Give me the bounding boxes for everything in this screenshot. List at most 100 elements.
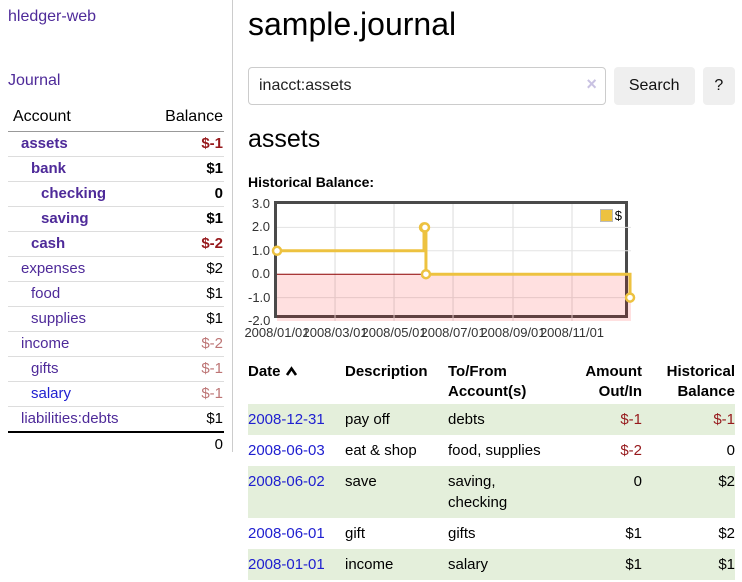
account-link-gifts[interactable]: gifts	[31, 360, 59, 377]
transaction-accounts: debts	[448, 411, 485, 428]
register-header-description: Description	[345, 363, 428, 380]
transaction-description: pay off	[345, 411, 390, 428]
register-date-link[interactable]: 2008-06-02	[248, 473, 325, 490]
account-link-supplies[interactable]: supplies	[31, 310, 87, 327]
register-header-amount: Amount Out/In	[585, 363, 642, 400]
page-title: sample.journal	[248, 6, 457, 42]
register-header-accounts: To/From Account(s)	[448, 363, 527, 400]
app-brand-link[interactable]: hledger-web	[8, 8, 97, 25]
transaction-row: 2008-01-01 income salary $1 $1	[248, 549, 735, 580]
y-axis-tick-label: 1.0	[251, 242, 270, 258]
sidebar-item-journal[interactable]: Journal	[8, 72, 61, 89]
account-link-checking[interactable]: checking	[41, 185, 107, 202]
main-content: sample.journal × Search ? assets Histori…	[244, 0, 735, 580]
account-link-bank[interactable]: bank	[31, 160, 67, 177]
transaction-description: income	[345, 556, 394, 573]
register-table: Date Description To/From Account(s) Amou…	[248, 360, 735, 580]
x-axis-tick-label: 2008/03/01	[302, 325, 368, 340]
transaction-row: 2008-06-02 save saving, checking 0 $2	[248, 466, 735, 518]
transaction-amount: $-2	[620, 442, 642, 459]
y-axis-tick-label: 0.0	[251, 266, 270, 282]
account-balance: $-1	[144, 381, 224, 407]
account-balance: $-1	[144, 131, 224, 157]
legend-swatch-icon	[599, 209, 613, 222]
accounts-header-account: Account	[8, 105, 145, 132]
transaction-balance: 0	[726, 442, 735, 459]
account-balance: $1	[144, 281, 224, 307]
transaction-accounts: gifts	[448, 525, 476, 542]
y-axis-tick-label: 3.0	[251, 196, 270, 211]
x-axis-tick-label: 2008/07/01	[420, 325, 486, 340]
search-help-button[interactable]: ?	[702, 67, 735, 105]
account-row: gifts $-1	[8, 356, 224, 382]
transaction-balance: $2	[718, 473, 735, 490]
register-header-date[interactable]: Date	[248, 360, 345, 404]
search-form: × Search ?	[248, 67, 735, 105]
transaction-description: gift	[345, 525, 366, 542]
account-link-food[interactable]: food	[31, 285, 61, 302]
account-link-liabilities-debts[interactable]: liabilities:debts	[21, 410, 119, 427]
account-heading: assets	[248, 125, 321, 153]
account-row: assets $-1	[8, 131, 224, 157]
y-axis-tick-label: -2.0	[248, 313, 271, 328]
sidebar: hledger-web Journal Account Balance asse…	[0, 0, 233, 456]
transaction-row: 2008-12-31 pay off debts $-1 $-1	[248, 404, 735, 435]
account-balance: $1	[144, 406, 224, 433]
account-link-expenses[interactable]: expenses	[21, 260, 86, 277]
chart-plot-area: $	[271, 201, 636, 321]
register-date-link[interactable]: 2008-01-01	[248, 556, 325, 573]
account-balance: $1	[144, 306, 224, 332]
register-date-link[interactable]: 2008-06-01	[248, 525, 325, 542]
accounts-total-value: 0	[144, 431, 224, 456]
account-row: checking 0	[8, 181, 224, 207]
account-balance: $1	[144, 156, 224, 182]
x-axis-tick-label: 2008/01/01	[244, 325, 310, 340]
chart-caption: Historical Balance:	[248, 174, 375, 190]
chart-legend: $	[599, 208, 622, 223]
transaction-description: eat & shop	[345, 442, 417, 459]
register-date-link[interactable]: 2008-12-31	[248, 411, 325, 428]
register-header-balance: Historical Balance	[666, 363, 735, 400]
account-row: liabilities:debts $1	[8, 406, 224, 433]
account-balance: $-1	[144, 356, 224, 382]
account-row: food $1	[8, 281, 224, 307]
transaction-accounts: salary	[448, 556, 489, 573]
account-balance: $-2	[144, 331, 224, 357]
account-row: expenses $2	[8, 256, 224, 282]
account-link-cash[interactable]: cash	[31, 235, 66, 252]
register-date-link[interactable]: 2008-06-03	[248, 442, 325, 459]
x-axis-tick-label: 2008/05/01	[361, 325, 427, 340]
transaction-row: 2008-06-03 eat & shop food, supplies $-2 0	[248, 435, 735, 466]
search-button[interactable]: Search	[613, 67, 695, 105]
account-link-income[interactable]: income	[21, 335, 70, 352]
transaction-amount: 0	[633, 473, 642, 490]
transaction-row: 2008-06-01 gift gifts $1 $2	[248, 518, 735, 549]
y-axis-tick-label: 2.0	[251, 219, 270, 235]
transaction-amount: $1	[625, 556, 642, 573]
transaction-balance: $-1	[713, 411, 735, 428]
clear-search-icon[interactable]: ×	[586, 74, 597, 94]
search-input[interactable]	[248, 67, 606, 105]
transaction-description: save	[345, 473, 377, 490]
account-balance: 0	[144, 181, 224, 207]
legend-label: $	[614, 208, 622, 223]
accounts-table: Account Balance assets $-1 bank $1 checking 0…	[8, 105, 224, 456]
sort-ascending-icon	[285, 366, 297, 376]
account-balance: $1	[144, 206, 224, 232]
y-axis-tick-label: -1.0	[248, 289, 271, 305]
account-row: income $-2	[8, 331, 224, 357]
account-balance: $-2	[144, 231, 224, 257]
account-row: cash $-2	[8, 231, 224, 257]
account-row: bank $1	[8, 156, 224, 182]
x-axis-tick-label: 2008/09/01	[480, 325, 546, 340]
account-link-salary[interactable]: salary	[31, 385, 72, 402]
x-axis-tick-label: 2008/11/01	[539, 325, 605, 340]
transaction-amount: $-1	[620, 411, 642, 428]
account-link-assets[interactable]: assets	[21, 135, 68, 152]
account-row: saving $1	[8, 206, 224, 232]
accounts-header-balance: Balance	[144, 105, 224, 132]
account-link-saving[interactable]: saving	[41, 210, 89, 227]
transaction-amount: $1	[625, 525, 642, 542]
transaction-balance: $2	[718, 525, 735, 542]
transaction-balance: $1	[718, 556, 735, 573]
